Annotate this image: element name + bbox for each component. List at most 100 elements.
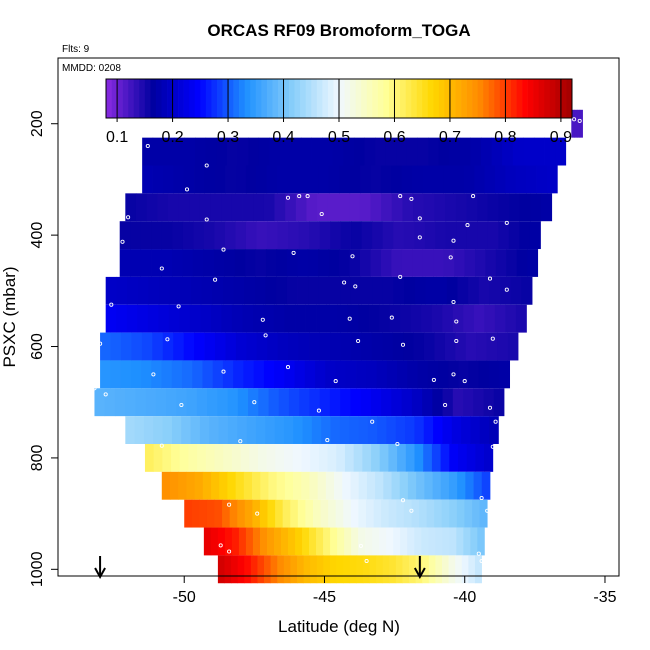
heatmap-cell [245, 221, 257, 250]
heatmap-cell [189, 193, 201, 222]
heatmap-cell [243, 360, 255, 389]
heatmap-cell [221, 304, 233, 333]
heatmap-cell [234, 249, 246, 277]
heatmap-cell [268, 471, 278, 500]
heatmap-cell [457, 443, 468, 472]
heatmap-cell [380, 165, 392, 194]
sample-point [454, 319, 459, 324]
heatmap-cell [297, 276, 309, 305]
heatmap-cell [442, 388, 454, 417]
heatmap-cell [362, 443, 372, 472]
heatmap-cell [391, 249, 403, 277]
heatmap-cell [483, 388, 495, 417]
heatmap-cell [305, 304, 317, 333]
heatmap-cell [286, 249, 298, 277]
heatmap-cell [376, 555, 384, 584]
colorbar-swatch [433, 79, 440, 118]
colorbar-swatch [266, 79, 273, 118]
heatmap-cell [393, 276, 405, 305]
colorbar-swatch [377, 79, 384, 118]
flights-label: Flts: 9 [62, 44, 90, 55]
colorbar-swatch [383, 79, 390, 118]
heatmap-cell [258, 137, 270, 166]
colorbar-swatch [216, 79, 223, 118]
sample-point [356, 338, 361, 344]
heatmap-cell [235, 471, 245, 500]
heatmap-cell [130, 221, 142, 250]
heatmap-cell [105, 304, 117, 333]
heatmap-cell [207, 388, 218, 417]
sample-point [165, 337, 170, 342]
heatmap-cell [449, 499, 458, 528]
sample-point [204, 217, 209, 222]
colorbar-swatch [111, 79, 118, 118]
heatmap-cell [359, 193, 371, 222]
heatmap-cell [240, 443, 250, 472]
heatmap-cell [362, 555, 370, 584]
heatmap-cell [485, 249, 497, 277]
heatmap-cell [422, 388, 433, 417]
heatmap-cell [151, 249, 162, 277]
heatmap-cell [505, 165, 517, 194]
heatmap-cell [161, 360, 173, 389]
heatmap-cell [257, 555, 265, 584]
colorbar-swatch [499, 79, 506, 118]
heatmap-cell [335, 360, 347, 389]
heatmap-cell [252, 304, 264, 333]
heatmap-cell [422, 249, 434, 277]
heatmap-cell [330, 527, 338, 556]
heatmap-cell [555, 137, 567, 166]
heatmap-cell [157, 193, 169, 222]
colorbar-swatch [533, 79, 540, 118]
colorbar-swatch [294, 79, 301, 118]
heatmap-cell [210, 304, 222, 333]
colorbar-swatch [516, 79, 523, 118]
heatmap-cell [186, 388, 198, 417]
heatmap-cell [199, 499, 208, 528]
heatmap-cell [145, 388, 157, 417]
heatmap-cell [529, 221, 541, 250]
heatmap-cell [316, 555, 324, 584]
heatmap-cell [254, 276, 266, 305]
arrow-marker [413, 556, 426, 580]
heatmap-cell [392, 332, 404, 361]
flight-arrows [94, 556, 426, 580]
sample-point [263, 333, 268, 338]
heatmap-cell [474, 249, 486, 277]
heatmap-cell [465, 471, 474, 500]
heatmap-cell [263, 304, 275, 333]
heatmap-cell [275, 443, 285, 472]
heatmap-cell [437, 360, 449, 389]
heatmap-cell [120, 360, 132, 389]
heatmap-cell [494, 304, 506, 333]
heatmap-cell [137, 304, 149, 333]
heatmap-cell [125, 416, 136, 444]
heatmap-cell [443, 165, 454, 194]
heatmap-cell [323, 555, 331, 584]
heatmap-cell [358, 499, 367, 528]
heatmap-cell [235, 165, 247, 194]
heatmap-cell [523, 137, 535, 166]
heatmap-cell [199, 416, 210, 444]
heatmap-cell [343, 137, 355, 166]
heatmap-cell [350, 471, 360, 500]
heatmap-cell [229, 499, 238, 528]
heatmap-cell [195, 137, 207, 166]
heatmap-cell [421, 527, 429, 556]
heatmap-cell [328, 499, 337, 528]
colorbar-swatch [522, 79, 528, 118]
heatmap-cell [337, 527, 345, 556]
heatmap-cell [405, 443, 415, 472]
sample-point [109, 272, 114, 277]
heatmap-cell [300, 137, 312, 166]
heatmap-cell [370, 249, 382, 277]
heatmap-cell [301, 443, 311, 472]
heatmap-cell [221, 193, 233, 222]
x-tick-label: -40 [453, 589, 476, 606]
heatmap-cell [461, 416, 471, 444]
heatmap-cell [301, 471, 310, 500]
heatmap-cell [370, 388, 382, 417]
heatmap-cell [505, 304, 517, 333]
heatmap-cell [237, 416, 247, 444]
heatmap-cell [484, 165, 496, 194]
